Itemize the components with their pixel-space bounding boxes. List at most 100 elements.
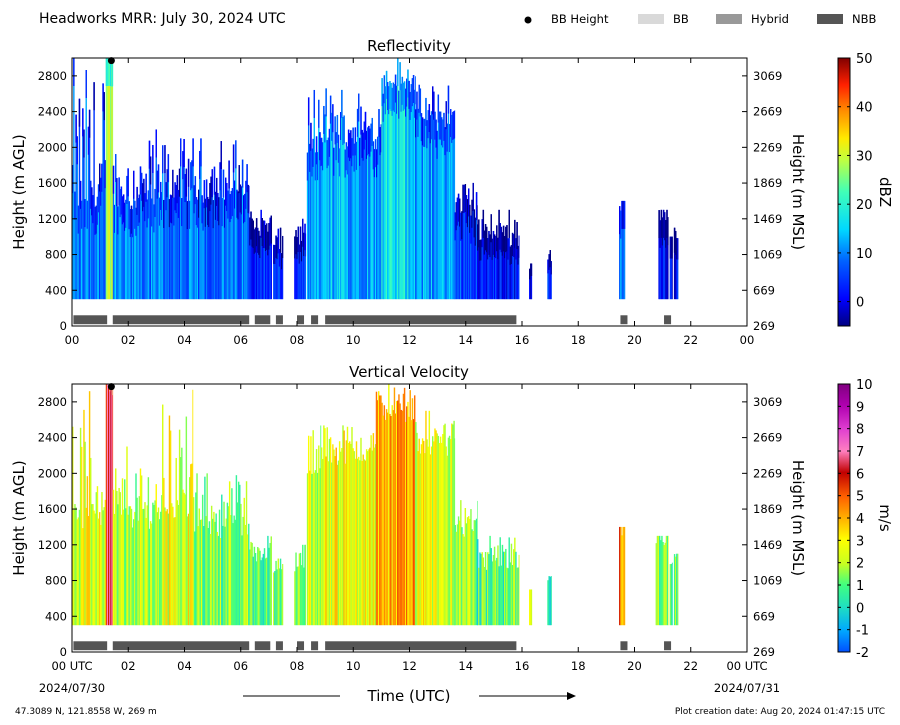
echo-column [118,177,120,300]
echo-column-top [177,189,180,218]
echo-column [484,552,487,626]
echo-column-top [662,209,665,238]
echo-column-top [451,114,453,143]
echo-column [393,84,396,300]
echo-column [203,180,206,300]
echo-column-top [172,169,174,198]
echo-column [186,201,189,300]
echo-column-top [90,180,92,209]
echo-column-top [223,199,226,228]
echo-column [108,385,110,626]
echo-column [387,82,389,300]
y2-tick-label: 2669 [753,431,782,445]
echo-column [226,183,228,300]
echo-column [314,152,317,300]
y2-tick-label: 1069 [753,248,782,262]
echo-column [493,546,496,626]
echo-column [677,553,679,626]
echo-column [90,180,92,300]
x-tick-label: 00 [65,333,80,347]
echo-column-top [175,185,177,214]
echo-column [216,531,218,626]
echo-column-top [347,129,350,158]
y-tick-label: 1600 [38,176,67,190]
echo-column-top [442,119,444,148]
colorbar-tick-label: 30 [856,149,873,164]
velocity-title: Vertical Velocity [349,363,469,381]
echo-column [356,108,359,300]
echo-column-top [180,138,182,167]
echo-column [298,553,301,626]
echo-column-top [511,232,514,257]
echo-column [332,444,334,626]
echo-column [671,236,673,300]
echo-column-top [225,177,227,206]
echo-column [327,137,330,300]
echo-column-top [200,138,202,167]
echo-column [346,146,349,300]
echo-column [112,489,115,626]
echo-column [451,114,453,300]
echo-column [105,58,108,300]
echo-column [192,138,194,300]
echo-column [207,527,209,626]
echo-column [105,384,108,626]
echo-column [152,144,154,300]
echo-column [345,142,348,300]
echo-column [382,415,384,626]
echo-column [414,89,416,300]
echo-column-top [396,85,398,114]
echo-column [340,451,342,626]
echo-column-top [353,143,355,172]
echo-column [251,542,253,626]
echo-column [203,526,205,626]
echo-column [262,553,265,626]
echo-column-top [105,58,108,86]
y2-tick-label: 669 [753,283,775,297]
echo-column [407,401,409,626]
echo-column-top [157,164,160,193]
echo-column [373,149,376,300]
legend-swatch-hybrid [716,14,742,24]
echo-column [297,566,299,626]
echo-column-top [623,200,625,229]
echo-column [390,416,392,626]
echo-column [319,132,321,300]
echo-column [72,426,74,626]
echo-column-top [234,180,236,209]
echo-column [462,184,464,300]
echo-column [99,512,101,626]
echo-column-top [133,170,135,199]
echo-column [374,139,377,300]
echo-column-top [156,170,159,199]
echo-column [245,180,247,300]
y2-tick-label: 2669 [753,105,782,119]
echo-column-top [411,78,414,107]
echo-column [180,457,182,626]
echo-column [189,477,191,626]
echo-column [169,430,172,626]
echo-column-top [325,88,327,117]
echo-column [487,552,489,626]
echo-column [657,535,660,626]
echo-column [243,497,245,626]
echo-column [137,197,139,300]
echo-column [624,200,626,300]
echo-column [78,509,81,626]
bb-height-marker [107,383,115,391]
echo-column-top [482,209,485,238]
echo-column [306,473,309,626]
echo-column [267,535,269,626]
echo-column [320,447,323,626]
reflectivity-y-axis: 0 400 800 1200 1600 2000 2400 2800 [38,69,77,333]
echo-column [457,193,460,300]
echo-column [212,200,215,300]
echo-column-top [392,82,395,111]
echo-column [258,230,260,300]
echo-column [198,189,200,300]
echo-column [488,231,490,300]
echo-column [334,116,336,300]
echo-column [329,95,332,300]
echo-column [178,429,181,626]
echo-column [664,212,666,300]
